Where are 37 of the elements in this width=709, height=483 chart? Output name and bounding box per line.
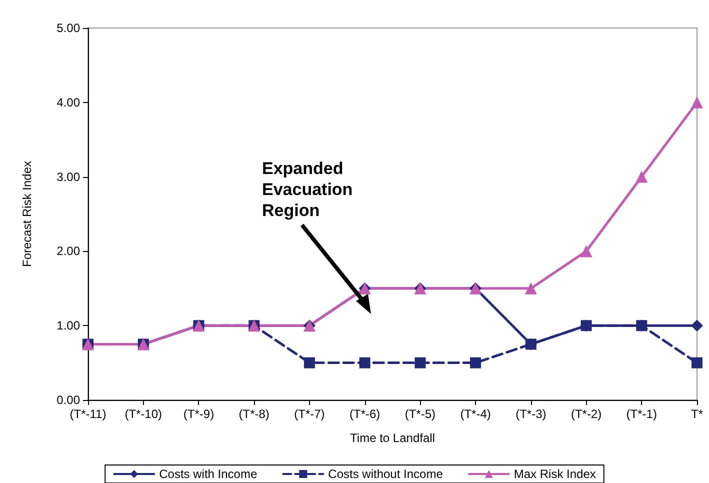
x-tick-label: (T*-8) bbox=[238, 407, 270, 421]
y-tick-label: 3.00 bbox=[56, 170, 80, 184]
point bbox=[359, 357, 370, 368]
point bbox=[636, 170, 648, 183]
point bbox=[691, 320, 703, 332]
point bbox=[414, 357, 426, 368]
point bbox=[470, 357, 482, 368]
point bbox=[525, 338, 536, 350]
legend-label: Costs with Income bbox=[159, 467, 258, 481]
x-axis-title: Time to Landfall bbox=[350, 431, 435, 445]
point bbox=[692, 357, 702, 368]
y-tick-label: 0.00 bbox=[56, 393, 80, 407]
point bbox=[636, 320, 648, 332]
y-tick-label: 2.00 bbox=[56, 244, 80, 258]
x-tick-label: (T*-4) bbox=[460, 407, 491, 421]
legend-label: Max Risk Index bbox=[514, 467, 596, 481]
y-axis-title: Forecast Risk Index bbox=[20, 160, 34, 268]
point bbox=[691, 96, 703, 108]
x-tick-label: (T*-5) bbox=[404, 407, 436, 421]
x-tick-label: (T*-9) bbox=[183, 407, 214, 421]
x-tick-label: T* bbox=[691, 407, 704, 421]
x-tick-label: (T*-10) bbox=[124, 407, 162, 421]
y-tick-label: 1.00 bbox=[56, 318, 80, 333]
y-tick-label: 5.00 bbox=[56, 21, 80, 35]
point bbox=[580, 245, 592, 258]
x-tick-label: (T*-6) bbox=[349, 407, 380, 421]
x-tick-label: (T*-11) bbox=[70, 407, 106, 421]
y-tick-label: 4.00 bbox=[56, 95, 80, 110]
x-tick-label: (T*-3) bbox=[516, 407, 546, 421]
x-tick-label: (T*-7) bbox=[294, 407, 325, 421]
legend-label: Costs without Income bbox=[328, 467, 444, 481]
annotation: Expanded Evacuation Region bbox=[262, 159, 353, 220]
x-tick-label: (T*-2) bbox=[570, 407, 602, 421]
point bbox=[304, 357, 315, 368]
point bbox=[524, 282, 537, 294]
point bbox=[580, 320, 592, 332]
x-tick-label: (T*-1) bbox=[626, 407, 657, 421]
